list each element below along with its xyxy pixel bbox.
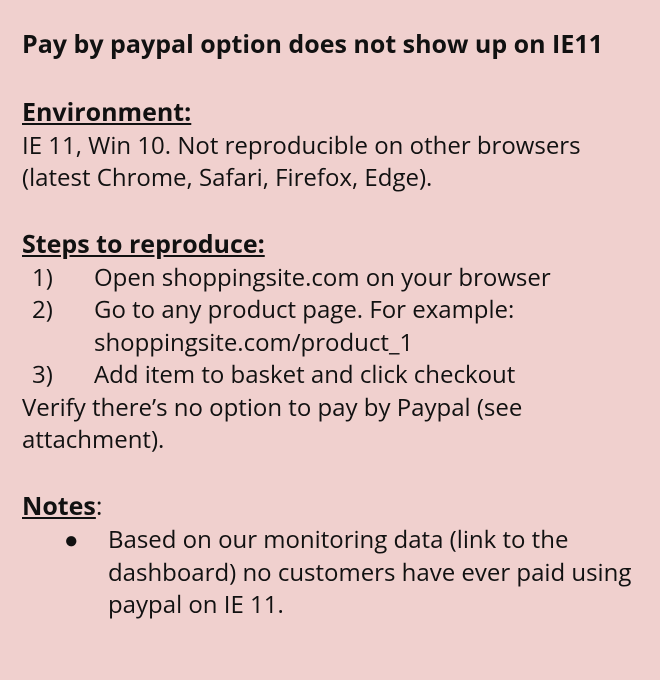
step-item: 1) Open shoppingsite.com on your browser [22, 262, 638, 294]
step-number: 3) [32, 359, 94, 391]
notes-heading-line: Notes: [22, 490, 638, 524]
step-text: Add item to basket and click checkout [94, 359, 638, 391]
steps-section: Steps to reproduce: 1) Open shoppingsite… [22, 228, 638, 456]
environment-heading: Environment: [22, 95, 191, 129]
steps-heading: Steps to reproduce: [22, 228, 638, 262]
step-text: Go to any product page. For example: sho… [94, 294, 638, 359]
bug-title: Pay by paypal option does not show up on… [22, 28, 638, 62]
verify-instruction: Verify there’s no option to pay by Paypa… [22, 392, 638, 457]
notes-heading-colon: : [96, 489, 103, 523]
bullet-icon: ● [64, 524, 108, 555]
note-text: Based on our monitoring data (link to th… [108, 524, 638, 621]
step-number: 2) [32, 294, 94, 326]
environment-text: IE 11, Win 10. Not reproducible on other… [22, 130, 638, 195]
step-item: 3) Add item to basket and click checkout [22, 359, 638, 391]
step-number: 1) [32, 262, 94, 294]
step-item: 2) Go to any product page. For example: … [22, 294, 638, 359]
environment-section: Environment: IE 11, Win 10. Not reproduc… [22, 96, 638, 195]
notes-section: Notes: ● Based on our monitoring data (l… [22, 490, 638, 621]
step-text: Open shoppingsite.com on your browser [94, 262, 638, 294]
note-item: ● Based on our monitoring data (link to … [22, 524, 638, 621]
notes-heading: Notes [22, 489, 96, 523]
